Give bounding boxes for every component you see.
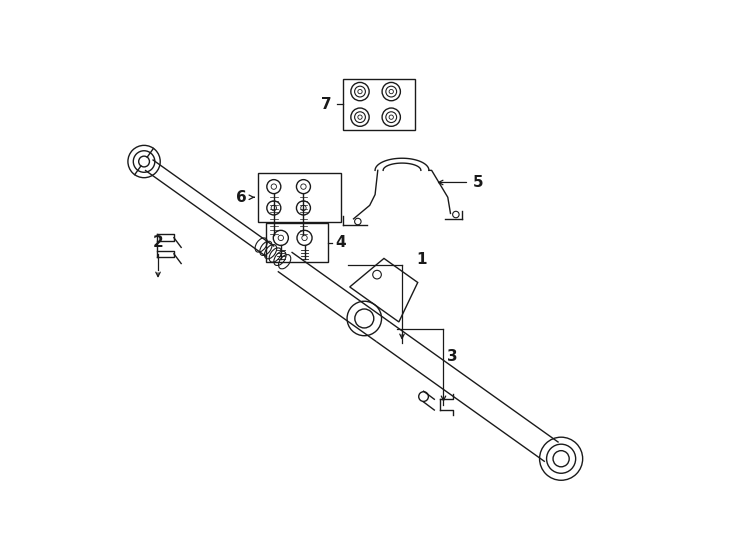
Bar (343, 79, 415, 130)
Text: 1: 1 (417, 252, 427, 267)
Text: 5: 5 (473, 175, 484, 190)
Bar (266, 223, 327, 262)
Text: 3: 3 (447, 349, 457, 363)
Text: 2: 2 (153, 234, 164, 249)
Text: 6: 6 (236, 190, 247, 205)
Bar (258, 173, 341, 221)
Text: 7: 7 (321, 97, 332, 112)
Text: 4: 4 (335, 235, 346, 250)
